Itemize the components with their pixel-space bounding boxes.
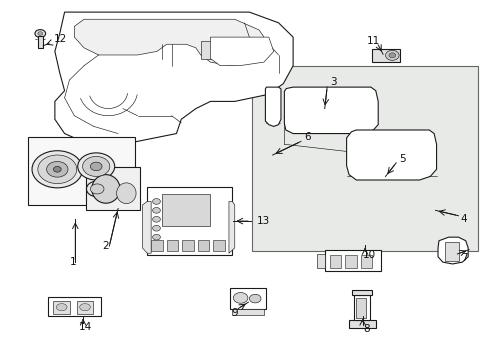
Polygon shape	[55, 12, 292, 144]
Ellipse shape	[80, 303, 90, 311]
Bar	[444, 242, 458, 261]
Text: 6: 6	[303, 132, 310, 142]
Circle shape	[86, 181, 108, 197]
Circle shape	[152, 199, 160, 204]
Circle shape	[233, 293, 247, 303]
Bar	[356, 298, 366, 318]
Ellipse shape	[56, 303, 67, 311]
Circle shape	[152, 225, 160, 231]
Text: 9: 9	[231, 308, 238, 318]
Polygon shape	[74, 19, 268, 66]
Polygon shape	[284, 87, 377, 134]
Bar	[182, 240, 194, 251]
Text: 10: 10	[362, 250, 375, 260]
Circle shape	[78, 153, 115, 180]
Bar	[371, 49, 399, 62]
Bar	[38, 36, 42, 48]
Ellipse shape	[92, 175, 120, 203]
Text: 1: 1	[69, 257, 76, 267]
Circle shape	[35, 30, 45, 37]
Bar	[251, 66, 477, 251]
Bar	[162, 194, 210, 226]
Polygon shape	[228, 202, 234, 253]
Circle shape	[385, 50, 398, 60]
Bar	[232, 309, 264, 315]
Bar	[53, 301, 70, 314]
Polygon shape	[210, 37, 273, 66]
Bar	[77, 301, 93, 314]
Polygon shape	[317, 254, 324, 267]
Bar	[47, 297, 101, 316]
Text: 2: 2	[102, 241, 109, 251]
Circle shape	[152, 216, 160, 222]
Text: 13: 13	[256, 216, 269, 226]
Circle shape	[38, 32, 42, 35]
Bar	[28, 137, 135, 205]
Circle shape	[152, 243, 160, 249]
Polygon shape	[142, 202, 151, 253]
Bar	[354, 296, 370, 320]
Text: 11: 11	[366, 36, 380, 46]
Polygon shape	[437, 237, 467, 264]
Bar	[147, 187, 232, 255]
Circle shape	[152, 234, 160, 240]
Bar	[86, 167, 140, 210]
Circle shape	[90, 162, 102, 171]
Text: 3: 3	[329, 77, 336, 87]
Circle shape	[82, 157, 110, 176]
Circle shape	[388, 53, 395, 58]
Text: 14: 14	[79, 322, 92, 332]
Polygon shape	[346, 130, 436, 180]
Bar	[198, 240, 209, 251]
Text: 7: 7	[460, 252, 467, 262]
Text: 8: 8	[363, 324, 369, 334]
Bar	[213, 240, 224, 251]
Polygon shape	[265, 87, 281, 126]
Bar	[201, 41, 239, 59]
Circle shape	[46, 161, 68, 177]
Circle shape	[152, 207, 160, 213]
Text: 12: 12	[53, 34, 66, 44]
Bar	[348, 320, 375, 328]
Bar	[166, 240, 178, 251]
Bar	[352, 290, 371, 296]
Circle shape	[32, 151, 82, 188]
Text: 4: 4	[460, 214, 467, 224]
Text: 5: 5	[398, 154, 405, 163]
Bar	[329, 255, 341, 268]
Circle shape	[53, 166, 61, 172]
Bar	[345, 255, 356, 268]
Bar	[229, 288, 266, 309]
Ellipse shape	[116, 183, 136, 203]
Circle shape	[249, 294, 261, 303]
Bar	[324, 250, 380, 271]
Bar	[151, 240, 163, 251]
Bar	[360, 255, 372, 268]
Circle shape	[38, 155, 77, 184]
Circle shape	[90, 184, 104, 194]
